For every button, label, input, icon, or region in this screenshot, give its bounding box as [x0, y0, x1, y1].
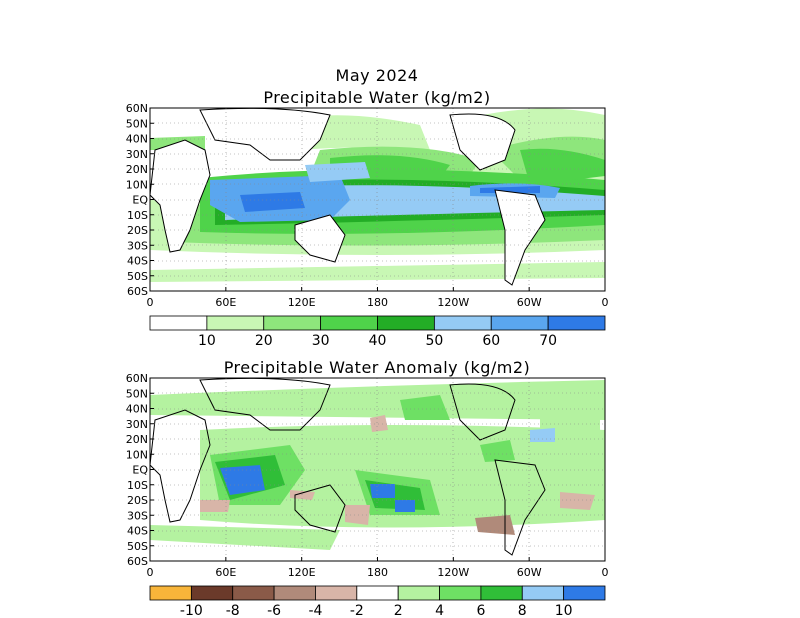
lon-tick-label: 60W	[517, 296, 542, 309]
lat-tick-label: 60S	[127, 555, 148, 568]
colorbar-swatch	[273, 585, 316, 601]
colorbar-swatch	[547, 315, 606, 331]
colorbar-label: 60	[482, 333, 500, 349]
colorbar-label: 50	[425, 333, 443, 349]
gridlines	[150, 108, 605, 291]
colorbar-swatch	[263, 315, 322, 331]
lat-tick-label: 60N	[126, 102, 148, 115]
colorbar-swatch	[320, 315, 378, 331]
chart-title: Precipitable Water Anomaly (kg/m2)	[224, 358, 531, 377]
lat-tick-label: 20S	[127, 224, 148, 237]
colorbar-swatch	[356, 585, 399, 601]
colorbar-label: 2	[394, 603, 403, 618]
colorbar-label: -6	[267, 603, 281, 618]
lat-tick-label: 60S	[127, 285, 148, 298]
precipitable-water-anomaly-field	[150, 378, 605, 561]
precipitable-water-field	[150, 108, 605, 291]
lat-axis-ticks: 60N 50N 40N 30N 20N 10N EQ 10S 20S 30S 40S 50S 60S	[126, 102, 154, 298]
lon-tick-label: 120W	[437, 566, 469, 579]
colorbar-label: 10	[555, 603, 573, 618]
lon-tick-label: 180	[367, 566, 388, 579]
colorbar-label: 10	[198, 333, 216, 349]
lat-tick-label: 40S	[127, 525, 148, 538]
lat-tick-label: 20N	[126, 433, 148, 446]
lat-tick-label: 30S	[127, 239, 148, 252]
colorbar: 10 20 30 40 50 60 70	[149, 315, 606, 349]
lat-tick-label: 50S	[127, 270, 148, 283]
lat-tick-label: 10N	[126, 448, 148, 461]
lon-tick-label: 120E	[288, 296, 316, 309]
colorbar-label: -2	[350, 603, 364, 618]
lat-tick-label: 40S	[127, 255, 148, 268]
lon-tick-label: 0	[602, 566, 609, 579]
lat-tick-label: 10S	[127, 209, 148, 222]
lat-tick-label: 30N	[126, 148, 148, 161]
colorbar-swatch	[232, 585, 275, 601]
lat-tick-label: 40N	[126, 403, 148, 416]
colorbar-swatch	[433, 315, 492, 331]
colorbar-swatch	[480, 585, 523, 601]
lon-axis-ticks: 0 60E 120E 180 120W 60W 0	[147, 557, 609, 579]
lat-tick-label: 50S	[127, 540, 148, 553]
lat-axis-ticks: 60N 50N 40N 30N 20N 10N EQ 10S 20S 30S 40S 50S 60S	[126, 372, 154, 568]
lat-tick-label: 30N	[126, 418, 148, 431]
colorbar-label: 70	[539, 333, 557, 349]
lon-axis-ticks: 0 60E 120E 180 120W 60W 0	[147, 287, 609, 309]
lon-tick-label: 120E	[288, 566, 316, 579]
lat-tick-label: 10S	[127, 479, 148, 492]
colorbar-label: 6	[476, 603, 485, 618]
colorbar-swatch	[149, 315, 208, 331]
colorbar-swatch	[439, 585, 482, 601]
colorbar-label: 40	[369, 333, 387, 349]
colorbar-label: 30	[312, 333, 330, 349]
colorbar-swatch	[397, 585, 440, 601]
lon-tick-label: 0	[147, 566, 154, 579]
lat-tick-label: 30S	[127, 509, 148, 522]
lat-tick-label: EQ	[132, 464, 148, 477]
colorbar-swatch	[563, 585, 606, 601]
lat-tick-label: 20N	[126, 163, 148, 176]
lat-tick-label: 40N	[126, 133, 148, 146]
colorbar-swatch	[149, 585, 192, 601]
lat-tick-label: 50N	[126, 387, 148, 400]
colorbar-swatch	[315, 585, 358, 601]
chart-title: May 2024	[336, 66, 419, 85]
lon-tick-label: 120W	[437, 296, 469, 309]
lon-tick-label: 180	[367, 296, 388, 309]
lat-tick-label: 60N	[126, 372, 148, 385]
colorbar-label: -10	[180, 603, 203, 618]
colorbar-swatch	[206, 315, 265, 331]
chart-subtitle: Precipitable Water (kg/m2)	[263, 88, 490, 107]
lon-tick-label: 0	[147, 296, 154, 309]
lon-tick-label: 60E	[215, 296, 236, 309]
lat-tick-label: 50N	[126, 117, 148, 130]
lon-tick-label: 60E	[215, 566, 236, 579]
colorbar-swatch	[377, 315, 435, 331]
colorbar-swatch	[190, 585, 234, 601]
colorbar-label: 4	[435, 603, 444, 618]
lat-tick-label: 10N	[126, 178, 148, 191]
lat-tick-label: EQ	[132, 194, 148, 207]
colorbar-swatch	[521, 585, 565, 601]
lat-tick-label: 20S	[127, 494, 148, 507]
colorbar-label: 20	[255, 333, 273, 349]
gridlines	[150, 378, 605, 561]
colorbar-label: 8	[518, 603, 527, 618]
lon-tick-label: 60W	[517, 566, 542, 579]
lon-tick-label: 0	[602, 296, 609, 309]
colorbar: -10 -8 -6 -4 -2 2 4 6 8 10	[149, 585, 606, 618]
colorbar-label: -4	[308, 603, 322, 618]
colorbar-label: -8	[226, 603, 240, 618]
colorbar-swatch	[490, 315, 549, 331]
